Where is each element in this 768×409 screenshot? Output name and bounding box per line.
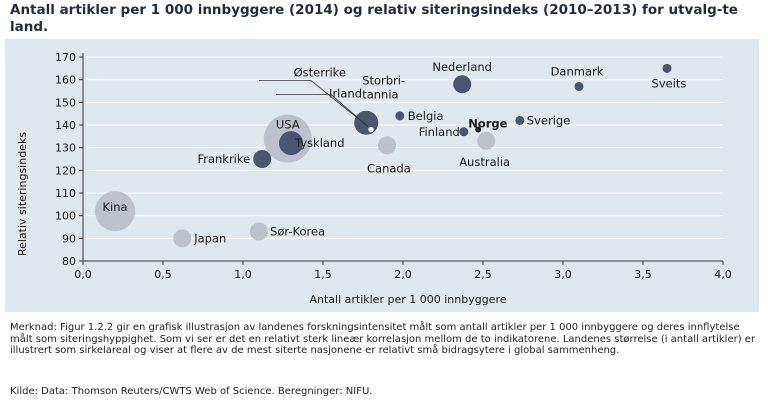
point-nederland xyxy=(453,75,472,94)
label-storbritannia: Storbri-tannia xyxy=(362,74,405,102)
leader-osterrike xyxy=(259,80,369,127)
scatter-chart: 80 90 100 110 120 130 140 150 160 170 0,0 0,5 1,0 1,5… xyxy=(16,51,732,306)
label-danmark: Danmark xyxy=(551,64,604,78)
x-tick-label: 3,0 xyxy=(554,268,572,281)
x-axis-label: Antall artikler per 1 000 innbyggere xyxy=(309,293,506,306)
y-tick-label: 90 xyxy=(62,232,76,245)
point-australia xyxy=(477,131,496,150)
label-usa: USA xyxy=(276,118,300,132)
point-belgia xyxy=(395,111,405,121)
y-tick-label: 170 xyxy=(55,51,76,64)
label-sveits: Sveits xyxy=(652,76,687,90)
chart-source: Kilde: Data: Thomson Reuters/CWTS Web of… xyxy=(10,386,373,397)
y-tick-label: 110 xyxy=(55,187,76,200)
y-tick-label: 150 xyxy=(55,96,76,109)
x-tick-label: 2,5 xyxy=(474,268,492,281)
point-tyskland xyxy=(279,131,303,156)
axes: 80 90 100 110 120 130 140 150 160 170 0,0 0,5 1,0 1,5… xyxy=(55,51,732,281)
point-danmark xyxy=(574,81,584,91)
label-frankrike: Frankrike xyxy=(197,152,250,166)
x-tick-label: 2,0 xyxy=(394,268,412,281)
label-belgia: Belgia xyxy=(408,109,444,123)
data-points xyxy=(95,63,672,248)
point-sveits xyxy=(662,63,672,73)
point-labels: Kina Japan Sør-Korea Frankrike USA Tyskland St… xyxy=(102,60,686,245)
y-tick-label: 100 xyxy=(55,210,76,223)
x-tick-label: 0,5 xyxy=(154,268,172,281)
label-nederland: Nederland xyxy=(432,60,492,74)
grid-lines xyxy=(83,56,723,239)
label-australia: Australia xyxy=(459,155,510,169)
point-sør-korea xyxy=(250,222,268,241)
label-østerrike: Østerrike xyxy=(294,66,346,80)
x-tick-label: 0,0 xyxy=(74,268,92,281)
label-sør-korea: Sør-Korea xyxy=(270,225,325,239)
label-norge: Norge xyxy=(468,117,507,131)
label-tyskland: Tyskland xyxy=(294,136,345,150)
point-finland xyxy=(459,127,469,137)
label-canada: Canada xyxy=(367,161,411,175)
chart-frame: 80 90 100 110 120 130 140 150 160 170 0,0 0,5 1,0 1,5… xyxy=(5,39,759,312)
y-tick-label: 160 xyxy=(55,74,76,87)
y-tick-label: 120 xyxy=(55,164,76,177)
point-storbritannia xyxy=(354,110,379,135)
point-østerrike xyxy=(367,125,375,134)
point-japan xyxy=(173,229,192,248)
y-tick-label: 80 xyxy=(62,255,76,268)
x-tick-label: 3,5 xyxy=(634,268,652,281)
point-frankrike xyxy=(253,150,272,168)
x-tick-label: 1,5 xyxy=(314,268,332,281)
label-finland: Finland xyxy=(419,125,460,139)
label-irland: Irland xyxy=(329,87,362,101)
point-sverige xyxy=(515,115,525,125)
chart-note: Merknad: Figur 1.2.2 gir en grafisk illu… xyxy=(10,322,756,356)
leader-irland xyxy=(276,94,369,127)
point-canada xyxy=(378,136,396,155)
label-japan: Japan xyxy=(193,231,226,245)
label-kina: Kina xyxy=(102,200,127,214)
y-axis-label: Relativ siteringsindeks xyxy=(16,132,29,256)
label-sverige: Sverige xyxy=(527,113,570,127)
y-tick-label: 130 xyxy=(55,142,76,155)
point-norge xyxy=(475,126,482,133)
point-kina xyxy=(95,191,135,232)
y-tick-label: 140 xyxy=(55,119,76,132)
x-tick-label: 4,0 xyxy=(714,268,732,281)
chart-title: Antall artikler per 1 000 innbyggere (20… xyxy=(10,2,738,35)
x-tick-label: 1,0 xyxy=(234,268,252,281)
